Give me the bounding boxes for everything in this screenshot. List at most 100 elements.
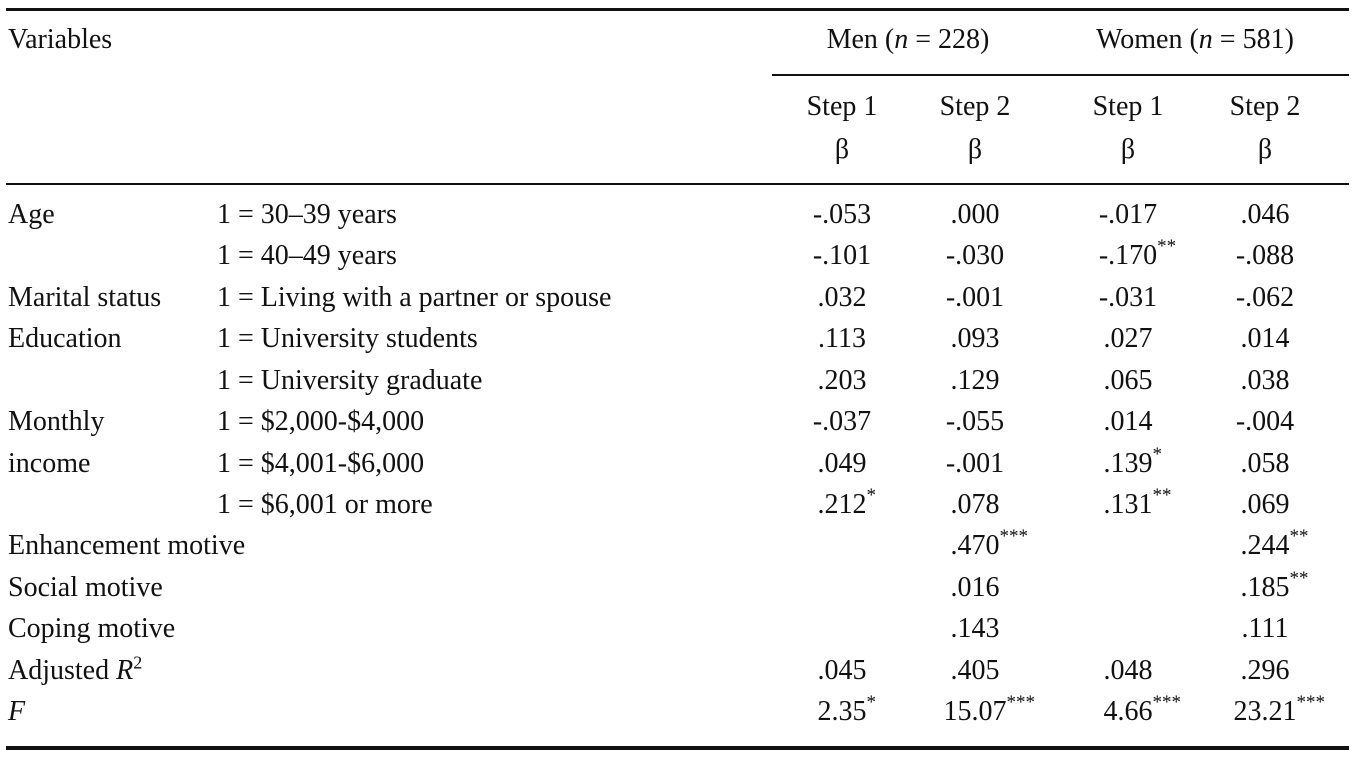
variable-label: Age xyxy=(8,199,55,230)
superscript: 2 xyxy=(133,652,143,673)
cell-value: 23.21 xyxy=(1233,696,1297,728)
group-header: Women (n = 581) xyxy=(1096,24,1294,56)
level-label: 1 = Living with a partner or spouse xyxy=(217,281,612,313)
cell-value: .016 xyxy=(950,571,1000,603)
value-cell: -.017 xyxy=(1099,199,1157,231)
text-part: Adjusted xyxy=(8,654,117,686)
value-cell: -.001 xyxy=(946,282,1004,314)
cell-value: -.017 xyxy=(1098,199,1158,230)
value-cell: .470 *** xyxy=(950,526,1029,562)
cell-value: -.088 xyxy=(1235,240,1295,272)
cell-value: .069 xyxy=(1240,488,1290,520)
cell-value: 15.07 xyxy=(943,696,1007,728)
significance: ** xyxy=(1289,567,1309,589)
value-cell: -.053 xyxy=(813,199,871,231)
text-part: Men ( xyxy=(826,24,895,55)
value-cell: .244 ** xyxy=(1240,526,1309,562)
value-cell: .131 ** xyxy=(1103,485,1172,521)
value-cell: .014 xyxy=(1241,323,1290,355)
value-cell: -.030 xyxy=(946,240,1004,272)
value-cell: .046 xyxy=(1241,199,1290,231)
variable-label: Marital status xyxy=(8,281,162,313)
level-label: 1 = 40–49 years xyxy=(217,240,397,272)
cell-value: -.170 xyxy=(1098,240,1158,272)
text-part: = 581) xyxy=(1212,24,1294,55)
cell-value: .058 xyxy=(1240,447,1290,479)
value-cell: -.001 xyxy=(946,448,1004,480)
value-cell: .143 xyxy=(951,613,1000,645)
cell-value: .470 xyxy=(950,530,1000,562)
step-header: Step 2 xyxy=(939,91,1011,122)
value-cell: -.062 xyxy=(1236,282,1294,314)
cell-value: .244 xyxy=(1240,530,1290,562)
level-label: 1 = 30–39 years xyxy=(217,199,397,230)
cell-value: .065 xyxy=(1103,364,1153,396)
value-cell: .014 xyxy=(1104,406,1153,438)
value-cell: -.037 xyxy=(813,406,871,438)
significance: ** xyxy=(1289,526,1309,548)
variable-label: Education xyxy=(8,323,122,355)
cell-value: -.004 xyxy=(1235,406,1295,438)
stat-header: β xyxy=(967,134,983,165)
cell-value: .139 xyxy=(1103,447,1153,479)
italic-symbol: R xyxy=(116,654,134,686)
variable-label: Coping motive xyxy=(8,613,176,645)
value-cell: -.101 xyxy=(813,240,871,272)
cell-value: .032 xyxy=(817,281,867,313)
value-cell: .065 xyxy=(1104,365,1153,397)
level-label: 1 = $4,001-$6,000 xyxy=(217,447,425,479)
significance: ** xyxy=(1152,484,1172,506)
cell-value: -.001 xyxy=(945,447,1005,479)
significance: *** xyxy=(1152,692,1182,714)
significance: *** xyxy=(1296,692,1326,714)
bottom-rule xyxy=(6,746,1349,750)
cell-value: .405 xyxy=(950,654,1000,686)
variables-header: Variables xyxy=(8,24,113,55)
italic-symbol: n xyxy=(894,24,909,55)
cell-value: .143 xyxy=(950,613,1000,645)
variable-label: Adjusted R2 xyxy=(8,652,143,687)
header-rule xyxy=(6,183,1349,185)
value-cell: .111 xyxy=(1242,613,1289,645)
cell-value: -.101 xyxy=(812,240,872,272)
cell-value: -.001 xyxy=(945,281,1005,313)
value-cell: .058 xyxy=(1241,448,1290,480)
stat-header: β xyxy=(1120,134,1136,165)
value-cell: .048 xyxy=(1104,655,1153,687)
significance: * xyxy=(866,692,877,714)
level-label: 1 = University graduate xyxy=(217,364,483,396)
cell-value: 4.66 xyxy=(1103,696,1153,728)
cell-value: .046 xyxy=(1240,199,1290,230)
level-label: 1 = $2,000-$4,000 xyxy=(217,406,425,438)
value-cell: .296 xyxy=(1241,655,1290,687)
step-header: Step 1 xyxy=(806,91,878,122)
cell-value: -.053 xyxy=(812,199,872,230)
value-cell: .139 * xyxy=(1103,444,1163,480)
cell-value: .131 xyxy=(1103,488,1153,520)
value-cell: .032 xyxy=(818,282,867,314)
cell-value: -.037 xyxy=(812,406,872,438)
stat-header: β xyxy=(834,134,850,165)
cell-value: .111 xyxy=(1241,613,1289,645)
variable-label: income xyxy=(8,447,91,479)
cell-value: -.030 xyxy=(945,240,1005,272)
value-cell: .212 * xyxy=(818,485,877,521)
cell-value: .203 xyxy=(817,364,867,396)
value-cell: -.055 xyxy=(946,406,1004,438)
italic-symbol: F xyxy=(8,696,26,728)
italic-symbol: n xyxy=(1198,24,1213,55)
level-label: 1 = University students xyxy=(217,323,478,355)
cell-value: 2.35 xyxy=(817,696,867,728)
value-cell: 2.35 * xyxy=(817,692,877,728)
significance: ** xyxy=(1157,236,1177,258)
cell-value: .048 xyxy=(1103,654,1153,686)
value-cell: -.031 xyxy=(1099,282,1157,314)
value-cell: -.170 ** xyxy=(1098,236,1176,272)
cell-value: .038 xyxy=(1240,364,1290,396)
cell-value: .027 xyxy=(1103,323,1153,355)
value-cell: .049 xyxy=(818,448,867,480)
cell-value: .113 xyxy=(818,323,866,355)
value-cell: -.088 xyxy=(1236,240,1294,272)
cell-value: -.031 xyxy=(1098,281,1158,313)
